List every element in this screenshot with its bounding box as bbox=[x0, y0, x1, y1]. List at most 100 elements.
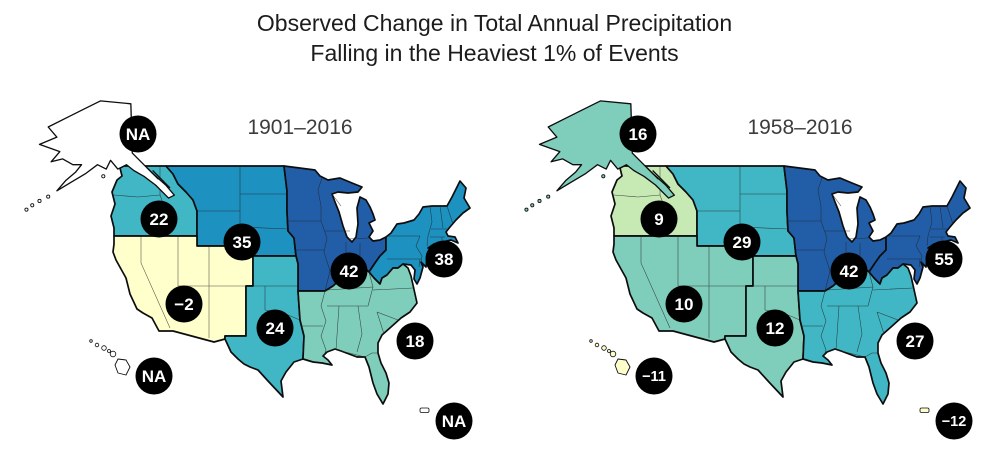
badge-circle bbox=[223, 223, 261, 261]
badge-circle bbox=[135, 357, 173, 395]
badge-value: 10 bbox=[675, 295, 694, 314]
value-badge-midwest: 42 bbox=[830, 252, 868, 290]
badge-value: 42 bbox=[840, 262, 859, 281]
value-badge-midwest: 42 bbox=[330, 252, 368, 290]
period-label: 1901–2016 bbox=[247, 116, 352, 139]
badge-circle bbox=[830, 252, 868, 290]
badge-value: −11 bbox=[642, 369, 666, 385]
value-badge-caribbean: −12 bbox=[935, 402, 973, 440]
region-alaska bbox=[38, 100, 176, 199]
hawaii-island bbox=[94, 342, 100, 348]
badge-circle bbox=[140, 200, 178, 238]
hawaii-map bbox=[589, 339, 631, 376]
value-badge-alaska: NA bbox=[119, 115, 157, 153]
aleutian-island-dot bbox=[46, 194, 51, 199]
region-hawaii bbox=[114, 358, 131, 376]
region-caribbean bbox=[419, 407, 430, 413]
aleutian-island-dot bbox=[601, 174, 606, 179]
badge-circle bbox=[723, 223, 761, 261]
badge-circle bbox=[330, 252, 368, 290]
badge-value: NA bbox=[442, 412, 467, 431]
hawaii-island bbox=[109, 350, 117, 358]
hawaii-island bbox=[594, 342, 600, 348]
value-badge-s_great_plains: 12 bbox=[756, 309, 794, 347]
badge-value: NA bbox=[142, 367, 167, 386]
badge-value: 27 bbox=[906, 332, 925, 351]
badge-value: 55 bbox=[935, 250, 954, 269]
badge-circle bbox=[396, 322, 434, 360]
alaska-panhandle-islands bbox=[146, 167, 171, 189]
value-badge-n_great_plains: 35 bbox=[223, 223, 261, 261]
figure-title: Observed Change in Total Annual Precipit… bbox=[0, 8, 989, 68]
badge-circle bbox=[896, 322, 934, 360]
us-map-1901-2016: 1901–2016 NA 22 35 42 38 −2 24 18 NA NA bbox=[24, 100, 473, 440]
value-badge-southwest: −2 bbox=[165, 285, 203, 323]
value-badge-northeast: 38 bbox=[425, 240, 463, 278]
badge-value: 42 bbox=[340, 262, 359, 281]
figure-title-line2: Falling in the Heaviest 1% of Events bbox=[310, 40, 679, 66]
badge-circle bbox=[165, 285, 203, 323]
aleutian-island-dot bbox=[101, 174, 106, 179]
value-badge-s_great_plains: 24 bbox=[256, 309, 294, 347]
badge-circle bbox=[425, 240, 463, 278]
value-badge-northeast: 55 bbox=[925, 240, 963, 278]
badge-value: −2 bbox=[174, 295, 193, 314]
badge-circle bbox=[665, 285, 703, 323]
aleutian-island-dot bbox=[30, 203, 35, 208]
map-panel-1958-2016: 1958–2016 16 9 29 42 55 10 12 27 −11 −12 bbox=[505, 88, 989, 474]
hawaii-island bbox=[89, 339, 93, 343]
value-badge-southwest: 10 bbox=[665, 285, 703, 323]
badge-circle bbox=[925, 240, 963, 278]
badge-value: 18 bbox=[406, 332, 425, 351]
hawaii-island bbox=[107, 349, 111, 353]
badge-value: 24 bbox=[266, 319, 285, 338]
badge-circle bbox=[635, 357, 673, 395]
badge-value: 9 bbox=[654, 210, 663, 229]
hawaii-island bbox=[601, 345, 607, 351]
badge-value: 35 bbox=[233, 233, 252, 252]
badge-value: 16 bbox=[629, 125, 648, 144]
aleutian-island-dot bbox=[530, 203, 535, 208]
value-badge-northwest: 9 bbox=[640, 200, 678, 238]
badge-circle bbox=[756, 309, 794, 347]
value-badge-southeast: 27 bbox=[896, 322, 934, 360]
value-badge-alaska: 16 bbox=[619, 115, 657, 153]
region-alaska bbox=[538, 100, 676, 199]
hawaii-map bbox=[89, 339, 131, 376]
map-panel-1901-2016: 1901–2016 NA 22 35 42 38 −2 24 18 NA NA bbox=[5, 88, 495, 474]
figure-title-line1: Observed Change in Total Annual Precipit… bbox=[256, 10, 733, 36]
hawaii-island bbox=[101, 345, 107, 351]
badge-circle bbox=[640, 200, 678, 238]
alaska-map bbox=[24, 100, 176, 212]
hawaii-island bbox=[607, 349, 611, 353]
badge-value: 12 bbox=[766, 319, 785, 338]
alaska-panhandle-islands bbox=[646, 167, 671, 189]
badge-value: 38 bbox=[435, 250, 454, 269]
badge-value: NA bbox=[126, 125, 151, 144]
region-hawaii bbox=[614, 358, 631, 376]
conus-map bbox=[610, 165, 971, 405]
hawaii-island bbox=[589, 339, 593, 343]
badge-value: 29 bbox=[733, 233, 752, 252]
region-southeast bbox=[297, 263, 418, 405]
value-badge-caribbean: NA bbox=[435, 402, 473, 440]
region-caribbean bbox=[919, 407, 930, 413]
aleutian-island-dot bbox=[537, 198, 542, 203]
period-label: 1958–2016 bbox=[747, 116, 852, 139]
value-badge-southeast: 18 bbox=[396, 322, 434, 360]
value-badge-hawaii: −11 bbox=[635, 357, 673, 395]
aleutian-island-dot bbox=[24, 207, 29, 212]
value-badge-hawaii: NA bbox=[135, 357, 173, 395]
us-map-1958-2016: 1958–2016 16 9 29 42 55 10 12 27 −11 −12 bbox=[524, 100, 973, 440]
badge-value: −12 bbox=[942, 414, 967, 430]
aleutian-island-dot bbox=[546, 194, 551, 199]
hawaii-island bbox=[609, 350, 617, 358]
badge-value: 22 bbox=[150, 210, 169, 229]
aleutian-island-dot bbox=[37, 198, 42, 203]
badge-circle bbox=[256, 309, 294, 347]
value-badge-n_great_plains: 29 bbox=[723, 223, 761, 261]
badge-circle bbox=[119, 115, 157, 153]
badge-circle bbox=[619, 115, 657, 153]
badge-circle bbox=[435, 402, 473, 440]
